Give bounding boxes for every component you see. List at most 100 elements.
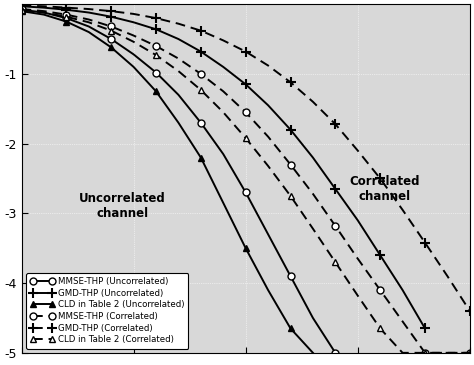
CLD in Table 2 (Correlated) <box>175 69 181 73</box>
CLD in Table 2 (Correlated) <box>310 227 316 231</box>
GMD-THP (Uncorrelated) <box>243 82 248 87</box>
CLD in Table 2 (Correlated) <box>243 136 248 140</box>
MMSE-THP (Correlated) <box>109 24 114 29</box>
MMSE-THP (Correlated) <box>310 192 316 196</box>
CLD in Table 2 (Uncorrelated) <box>86 30 91 34</box>
GMD-THP (Uncorrelated) <box>41 5 47 10</box>
CLD in Table 2 (Correlated) <box>265 164 271 168</box>
MMSE-THP (Uncorrelated) <box>109 37 114 41</box>
GMD-THP (Uncorrelated) <box>310 155 316 160</box>
CLD in Table 2 (Uncorrelated) <box>310 351 316 355</box>
MMSE-THP (Correlated) <box>220 89 226 93</box>
Line: CLD in Table 2 (Correlated): CLD in Table 2 (Correlated) <box>18 6 474 356</box>
MMSE-THP (Uncorrelated) <box>332 351 338 355</box>
GMD-THP (Uncorrelated) <box>400 288 405 292</box>
Text: Uncorrelated
channel: Uncorrelated channel <box>79 192 166 220</box>
CLD in Table 2 (Correlated) <box>445 351 450 355</box>
MMSE-THP (Uncorrelated) <box>64 16 69 20</box>
Line: GMD-THP (Correlated): GMD-THP (Correlated) <box>17 1 474 316</box>
MMSE-THP (Correlated) <box>243 110 248 115</box>
GMD-THP (Uncorrelated) <box>198 49 204 54</box>
GMD-THP (Uncorrelated) <box>64 8 69 12</box>
CLD in Table 2 (Correlated) <box>422 351 428 355</box>
CLD in Table 2 (Correlated) <box>109 28 114 33</box>
CLD in Table 2 (Uncorrelated) <box>64 19 69 24</box>
GMD-THP (Correlated) <box>332 122 338 126</box>
MMSE-THP (Uncorrelated) <box>175 93 181 97</box>
GMD-THP (Uncorrelated) <box>265 103 271 107</box>
Legend: MMSE-THP (Uncorrelated), GMD-THP (Uncorrelated), CLD in Table 2 (Uncorrelated), : MMSE-THP (Uncorrelated), GMD-THP (Uncorr… <box>26 273 189 349</box>
MMSE-THP (Correlated) <box>153 44 159 48</box>
Line: GMD-THP (Uncorrelated): GMD-THP (Uncorrelated) <box>17 1 430 333</box>
MMSE-THP (Uncorrelated) <box>86 24 91 29</box>
MMSE-THP (Correlated) <box>131 33 137 38</box>
GMD-THP (Correlated) <box>422 241 428 245</box>
CLD in Table 2 (Uncorrelated) <box>265 288 271 292</box>
MMSE-THP (Uncorrelated) <box>288 274 293 278</box>
GMD-THP (Correlated) <box>198 28 204 33</box>
CLD in Table 2 (Correlated) <box>153 53 159 57</box>
GMD-THP (Correlated) <box>86 7 91 11</box>
Text: Correlated
channel: Correlated channel <box>349 175 420 203</box>
MMSE-THP (Correlated) <box>288 162 293 167</box>
CLD in Table 2 (Uncorrelated) <box>198 155 204 160</box>
GMD-THP (Correlated) <box>467 309 473 313</box>
CLD in Table 2 (Correlated) <box>86 20 91 24</box>
GMD-THP (Correlated) <box>153 16 159 20</box>
CLD in Table 2 (Uncorrelated) <box>243 246 248 250</box>
GMD-THP (Correlated) <box>288 80 293 84</box>
MMSE-THP (Uncorrelated) <box>131 52 137 57</box>
GMD-THP (Correlated) <box>18 3 24 8</box>
GMD-THP (Correlated) <box>377 176 383 181</box>
GMD-THP (Correlated) <box>400 208 405 212</box>
CLD in Table 2 (Correlated) <box>220 110 226 115</box>
GMD-THP (Uncorrelated) <box>377 253 383 257</box>
MMSE-THP (Correlated) <box>198 72 204 76</box>
GMD-THP (Uncorrelated) <box>131 20 137 24</box>
GMD-THP (Correlated) <box>220 38 226 43</box>
GMD-THP (Uncorrelated) <box>220 65 226 69</box>
MMSE-THP (Uncorrelated) <box>198 120 204 125</box>
MMSE-THP (Correlated) <box>400 319 405 324</box>
GMD-THP (Uncorrelated) <box>332 187 338 191</box>
GMD-THP (Uncorrelated) <box>288 127 293 132</box>
CLD in Table 2 (Uncorrelated) <box>220 201 226 205</box>
GMD-THP (Uncorrelated) <box>109 15 114 19</box>
CLD in Table 2 (Correlated) <box>467 351 473 355</box>
GMD-THP (Correlated) <box>175 22 181 26</box>
Line: CLD in Table 2 (Uncorrelated): CLD in Table 2 (Uncorrelated) <box>18 8 317 356</box>
GMD-THP (Uncorrelated) <box>153 27 159 31</box>
GMD-THP (Correlated) <box>109 9 114 14</box>
MMSE-THP (Uncorrelated) <box>243 190 248 195</box>
MMSE-THP (Uncorrelated) <box>18 8 24 12</box>
GMD-THP (Correlated) <box>41 4 47 8</box>
MMSE-THP (Uncorrelated) <box>265 232 271 237</box>
MMSE-THP (Correlated) <box>265 134 271 139</box>
GMD-THP (Correlated) <box>265 64 271 68</box>
CLD in Table 2 (Uncorrelated) <box>175 120 181 125</box>
CLD in Table 2 (Correlated) <box>18 8 24 12</box>
MMSE-THP (Correlated) <box>86 17 91 22</box>
MMSE-THP (Correlated) <box>175 56 181 61</box>
CLD in Table 2 (Uncorrelated) <box>41 12 47 17</box>
CLD in Table 2 (Correlated) <box>377 326 383 331</box>
GMD-THP (Correlated) <box>445 274 450 278</box>
MMSE-THP (Uncorrelated) <box>153 70 159 75</box>
CLD in Table 2 (Correlated) <box>64 15 69 19</box>
GMD-THP (Correlated) <box>131 12 137 16</box>
MMSE-THP (Uncorrelated) <box>310 316 316 320</box>
Line: MMSE-THP (Uncorrelated): MMSE-THP (Uncorrelated) <box>18 6 339 356</box>
GMD-THP (Correlated) <box>64 5 69 10</box>
MMSE-THP (Correlated) <box>355 257 361 261</box>
MMSE-THP (Correlated) <box>467 351 473 355</box>
CLD in Table 2 (Correlated) <box>288 194 293 198</box>
MMSE-THP (Correlated) <box>18 7 24 11</box>
MMSE-THP (Correlated) <box>377 288 383 292</box>
MMSE-THP (Correlated) <box>422 351 428 355</box>
CLD in Table 2 (Correlated) <box>400 351 405 355</box>
GMD-THP (Uncorrelated) <box>422 326 428 331</box>
CLD in Table 2 (Correlated) <box>332 260 338 264</box>
Line: MMSE-THP (Correlated): MMSE-THP (Correlated) <box>18 5 474 356</box>
GMD-THP (Uncorrelated) <box>355 218 361 223</box>
CLD in Table 2 (Uncorrelated) <box>18 9 24 14</box>
